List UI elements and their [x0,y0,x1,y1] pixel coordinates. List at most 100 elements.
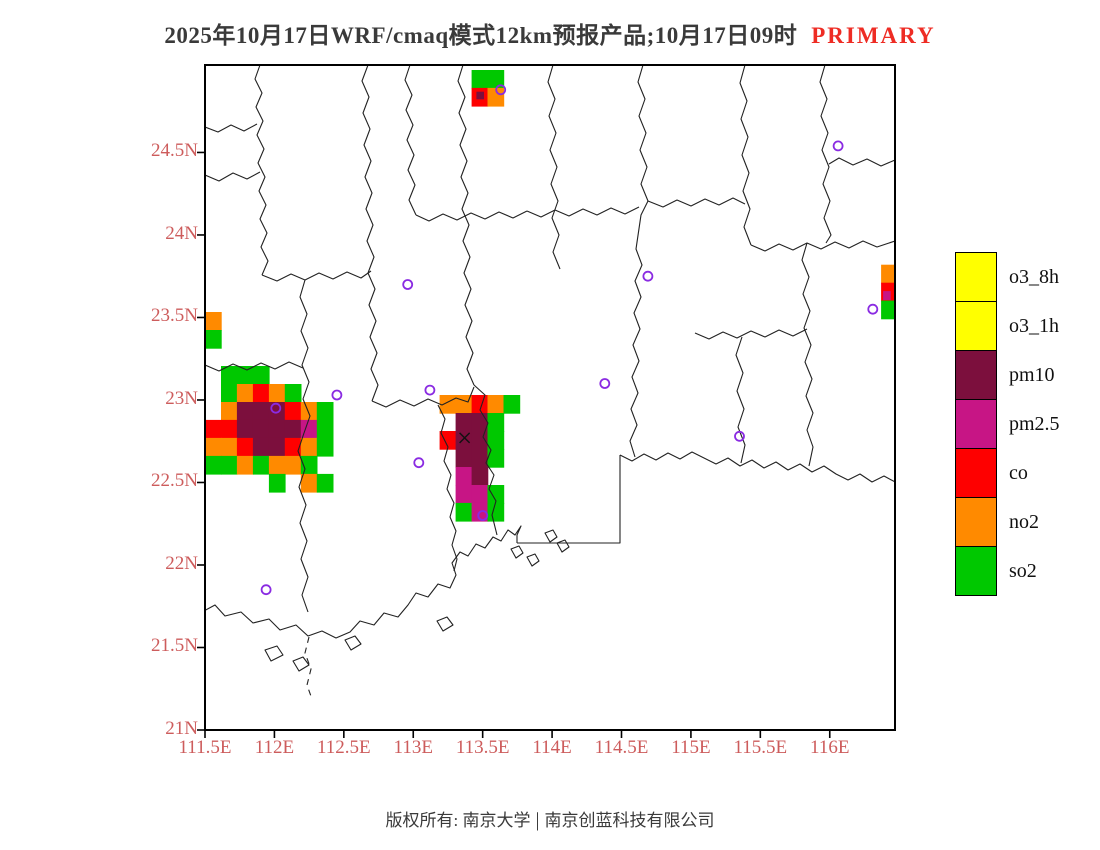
copyright-separator: | [535,809,540,831]
legend-label: o3_1h [1009,315,1059,337]
legend-swatch-o3_8h [955,252,997,302]
pollutant-cell-pm2_5 [883,291,891,301]
legend-item-o3_8h: o3_8h [955,252,1100,302]
region-boundary [371,386,475,408]
pollutant-cell-pm10 [252,437,270,457]
region-boundary [437,404,458,572]
pollutant-cell-pm10 [236,402,254,421]
region-boundary [517,455,621,544]
station-marker [495,84,507,96]
station-marker [260,584,272,596]
pollutant-cell-pm10 [284,419,302,439]
boundary-layer [205,65,895,700]
pollutant-cell-no2 [300,437,318,457]
pollutant-cell-pm10 [471,431,489,450]
region-boundary [637,65,649,202]
legend-swatch-no2 [955,497,997,547]
region-boundary [739,65,752,246]
x-tick-label: 113E [393,737,433,758]
region-boundary [404,65,417,216]
region-boundary [415,210,528,222]
legend-swatch-o3_1h [955,301,997,351]
legend-label: no2 [1009,511,1039,533]
island-outline [526,553,540,567]
pollutant-cell-so2 [503,395,521,414]
island-outline [344,635,362,651]
station-marker [413,457,425,469]
pollutant-cell-so2 [316,402,334,421]
island-outline [292,656,310,672]
pollutant-cell-no2 [205,437,222,457]
pollutant-cell-no2 [268,455,286,475]
pollutant-cell-pm10 [455,449,473,468]
island-outline [544,529,558,543]
legend-label: o3_8h [1009,266,1059,288]
y-tick-label: 24.5N [151,140,198,162]
x-tick-label: 113.5E [455,737,510,758]
station-marker [642,270,654,282]
region-boundary [297,432,309,613]
region-boundary [694,328,808,340]
pollutant-cell-pm10 [471,467,489,486]
title-text: 2025年10月17日WRF/cmaq模式12km预报产品;10月17日09时 [164,23,798,48]
legend-label: pm2.5 [1009,413,1060,435]
x-tick-label: 112.5E [317,737,371,758]
region-boundary [619,451,895,483]
page-title: 2025年10月17日WRF/cmaq模式12km预报产品;10月17日09时 P… [0,16,1100,50]
city-cross-marker [459,432,471,444]
station-marker [477,510,489,521]
x-tick-label: 112E [254,737,295,758]
y-tick-label: 22.5N [151,470,198,492]
pollutant-cell-pm10 [252,419,270,439]
legend-item-no2: no2 [955,497,1100,547]
region-boundary [828,157,895,167]
copyright-company: 南京创蓝科技有限公司 [544,811,715,830]
pollutant-cell-no2 [881,264,895,284]
copyright: 版权所有: 南京大学 | 南京创蓝科技有限公司 [0,806,1100,832]
pollutant-legend: o3_8h o3_1h pm10 pm2.5 co no2 so2 [955,252,1100,596]
region-boundary [801,242,814,467]
pollutant-cell-no2 [236,384,254,403]
map-canvas [197,64,896,738]
island-outline [436,616,454,632]
region-boundary [299,279,311,434]
region-boundary [750,240,895,252]
pollutant-cell-pm2_5 [300,419,318,439]
island-outline [556,539,570,553]
pollutant-cell-pm10 [471,449,489,468]
x-tick-label: 115E [671,737,711,758]
region-boundary [205,361,304,372]
region-boundary [205,525,522,639]
pollutant-cell-so2 [236,366,254,385]
axis-ticks [197,151,831,738]
legend-swatch-pm2.5 [955,399,997,449]
pollutant-cell-so2 [316,419,334,439]
pollutant-cell-so2 [205,330,222,349]
legend-item-pm2.5: pm2.5 [955,399,1100,449]
pollutant-cell-pm10 [455,413,473,432]
pollutant-cell-so2 [221,384,238,403]
y-tick-label: 23N [165,387,198,409]
pollutant-cell-no2 [268,384,286,403]
region-boundary [261,270,372,282]
region-boundary [205,171,261,182]
pollutant-cell-no2 [487,87,505,107]
station-marker [424,384,436,396]
pollutant-cell-co [284,437,302,457]
pollutant-cell-no2 [221,402,238,421]
station-marker [331,389,343,401]
pollutant-cell-pm10 [476,91,484,100]
pollutant-cell-so2 [284,384,302,403]
pollutant-cell-no2 [300,473,318,493]
pollutant-cell-pm10 [268,419,286,439]
legend-item-co: co [955,448,1100,498]
station-marker [402,279,414,290]
station-layer [260,84,879,596]
pollutant-cell-so2 [471,70,489,89]
pollutant-cell-so2 [316,473,334,493]
x-tick-label: 116E [810,737,850,758]
region-boundary [457,65,475,386]
y-tick-label: 21.5N [151,635,198,657]
y-tick-label: 23.5N [151,305,198,327]
pollutant-cell-no2 [205,312,222,331]
